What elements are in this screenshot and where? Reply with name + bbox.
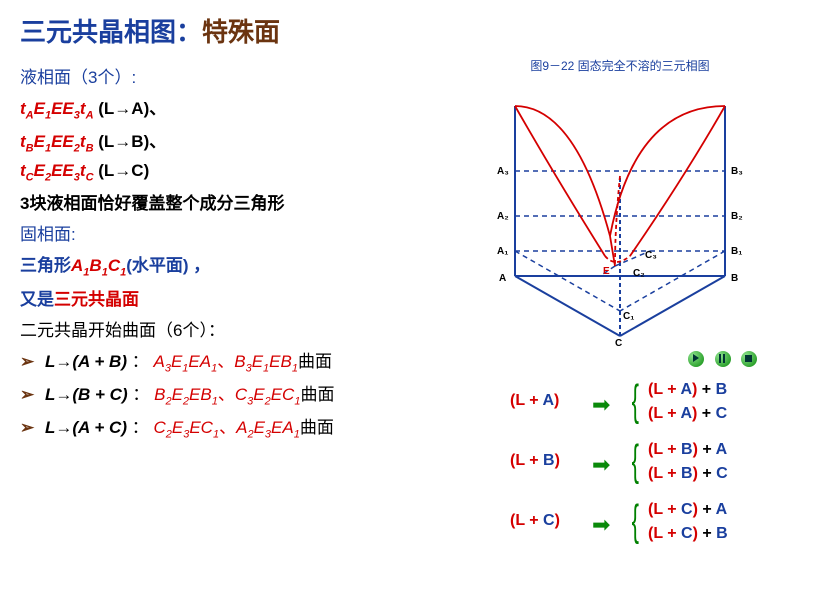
phase-diagram: A B C A₁ A₂ A₃ B₁ B₂ B₃ C₁ C₂ C₃ E [455, 76, 785, 346]
bullet-icon: ➢ [20, 385, 34, 404]
page-title: 三元共晶相图：特殊面 [20, 12, 820, 49]
title-part1: 三元共晶相图： [20, 17, 202, 47]
lbl-A3: A₃ [497, 166, 509, 177]
lbl-A2: A₂ [497, 211, 509, 222]
lbl-E: E [603, 266, 610, 277]
lbl-C3: C₃ [645, 250, 657, 261]
liquid-cover-note: 3块液相面恰好覆盖整个成分三角形 [20, 189, 420, 214]
title-part2: 特殊面 [202, 17, 280, 47]
lbl-B1: B₁ [731, 246, 742, 257]
lbl-A: A [499, 273, 506, 284]
lbl-A1: A₁ [497, 246, 508, 257]
left-column: 液相面（3个）: tAE1EE3tA (L→A)、 tBE1EE2tB (L→B… [20, 57, 420, 447]
reaction-list: (L + A) ➡ { (L + A) + B (L + A) + C (L +… [500, 378, 820, 558]
brace-icon: { [632, 496, 639, 546]
play-button[interactable] [688, 351, 704, 367]
arrow-icon: ➡ [592, 452, 610, 478]
lbl-C2: C₂ [633, 268, 645, 279]
right-column: 图9－22 固态完全不溶的三元相图 [420, 57, 820, 368]
pause-button[interactable] [715, 351, 731, 367]
binary-3: ➢ L→(A + C) ： C2E3EC1、A2E3EA1曲面 [20, 413, 420, 440]
media-controls [420, 350, 820, 368]
binary-2: ➢ L→(B + C) ： B2E2EB1、C3E2EC1曲面 [20, 380, 420, 407]
solid-eutectic-line: 又是三元共晶面 [20, 285, 420, 310]
reaction-row-3: (L + C) ➡ { (L + C) + A (L + C) + B [500, 498, 820, 546]
arrow-icon: ➡ [592, 512, 610, 538]
arrow-icon: ➡ [592, 392, 610, 418]
liquid-surface-3: tCE2EE3tC (L→C) [20, 161, 420, 183]
stop-button[interactable] [741, 351, 757, 367]
liquid-surface-2: tBE1EE2tB (L→B)、 [20, 127, 420, 154]
solid-heading: 固相面: [20, 220, 420, 245]
reaction-row-2: (L + B) ➡ { (L + B) + A (L + B) + C [500, 438, 820, 486]
brace-icon: { [632, 436, 639, 486]
lbl-B3: B₃ [731, 166, 743, 177]
binary-heading: 二元共晶开始曲面（6个）： [20, 316, 420, 341]
solid-triangle: 三角形A1B1C1(水平面) ， [20, 251, 420, 278]
binary-1: ➢ L→(A + B) ： A3E1EA1、B3E1EB1曲面 [20, 347, 420, 374]
lbl-C1: C₁ [623, 311, 634, 322]
lbl-C: C [615, 338, 622, 346]
figure-caption: 图9－22 固态完全不溶的三元相图 [420, 57, 820, 74]
lbl-B2: B₂ [731, 211, 743, 222]
liquid-surface-1: tAE1EE3tA (L→A)、 [20, 94, 420, 121]
liquid-heading: 液相面（3个）: [20, 63, 420, 88]
brace-icon: { [632, 376, 639, 426]
bullet-icon: ➢ [20, 352, 34, 371]
reaction-row-1: (L + A) ➡ { (L + A) + B (L + A) + C [500, 378, 820, 426]
lbl-B: B [731, 273, 738, 284]
bullet-icon: ➢ [20, 418, 34, 437]
